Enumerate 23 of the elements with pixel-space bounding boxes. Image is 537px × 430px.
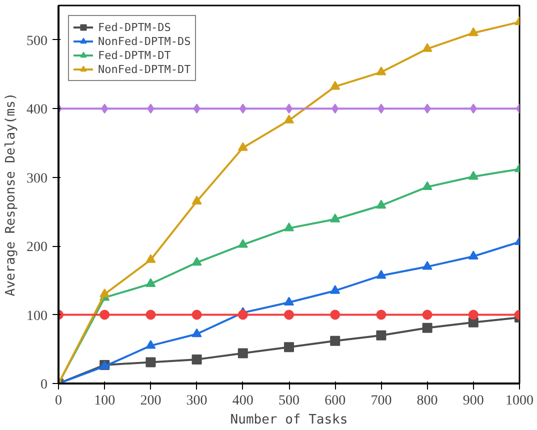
legend-label: NonFed-DPTM-DT bbox=[98, 62, 191, 76]
y-axis-title: Average Response Delay(ms) bbox=[4, 92, 18, 296]
legend-label: Fed-DPTM-DT bbox=[98, 48, 171, 62]
x-tick-label: 100 bbox=[94, 394, 116, 408]
x-tick-label: 0 bbox=[55, 394, 62, 408]
legend-label: NonFed-DPTM-DS bbox=[98, 34, 191, 48]
x-tick-label: 600 bbox=[324, 394, 346, 408]
x-tick-label: 400 bbox=[232, 394, 254, 408]
x-axis-title: Number of Tasks bbox=[230, 412, 348, 428]
x-tick-label: 500 bbox=[278, 394, 300, 408]
y-tick-label: 500 bbox=[26, 34, 48, 49]
y-tick-label: 200 bbox=[26, 240, 48, 256]
x-tick-label: 800 bbox=[416, 394, 438, 408]
x-tick-label: 1000 bbox=[506, 394, 534, 408]
y-tick-label: 400 bbox=[26, 102, 48, 118]
x-tick-label: 700 bbox=[370, 394, 392, 408]
y-tick-label: 300 bbox=[26, 171, 48, 186]
y-tick-label: 100 bbox=[26, 308, 48, 324]
x-tick-label: 200 bbox=[140, 394, 162, 408]
y-tick-label: 0 bbox=[40, 378, 48, 392]
x-tick-label: 900 bbox=[462, 394, 484, 408]
legend-label: Fed-DPTM-DS bbox=[98, 20, 171, 34]
x-tick-label: 300 bbox=[186, 394, 208, 408]
